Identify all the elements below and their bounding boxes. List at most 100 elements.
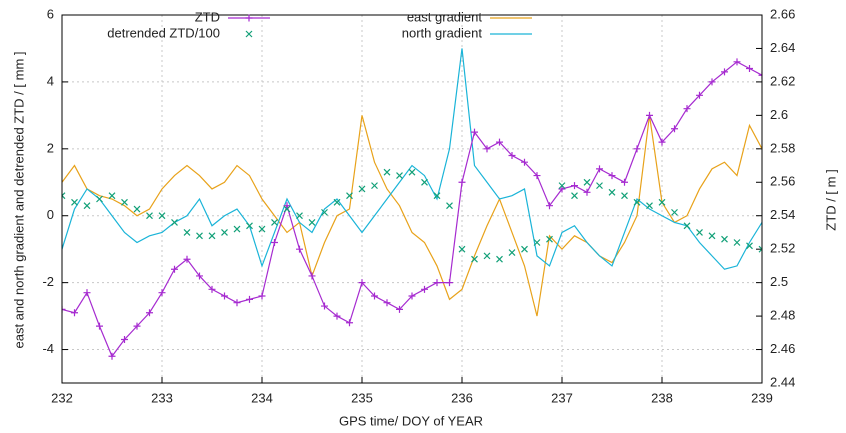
- x-tick-label: 238: [651, 390, 673, 405]
- point: [658, 198, 666, 206]
- point: [696, 91, 703, 99]
- point: [221, 292, 228, 300]
- point: [621, 178, 628, 186]
- point: [571, 182, 578, 190]
- point: [196, 232, 203, 240]
- point: [746, 242, 753, 250]
- series-line: [62, 48, 762, 270]
- point: [408, 292, 416, 300]
- point: [558, 185, 566, 193]
- series: [62, 168, 762, 263]
- legend-label: detrended ZTD/100: [107, 25, 220, 40]
- point: [171, 265, 178, 273]
- point: [671, 125, 678, 133]
- point: [258, 225, 266, 233]
- series: [62, 58, 762, 360]
- point: [233, 299, 241, 307]
- point: [583, 188, 591, 196]
- y2-axis-label: ZTD / [ m ]: [823, 169, 838, 230]
- point: [171, 218, 178, 226]
- point: [158, 289, 166, 297]
- point: [146, 309, 153, 317]
- point: [183, 229, 191, 236]
- y2-tick-label: 2.48: [770, 308, 795, 323]
- point: [446, 202, 453, 210]
- series: [62, 115, 762, 317]
- point: [583, 178, 591, 186]
- point: [571, 192, 578, 200]
- point: [258, 292, 266, 300]
- y2-tick-label: 2.6: [770, 107, 788, 122]
- point: [245, 30, 253, 38]
- legend-label: ZTD: [195, 9, 220, 24]
- point: [96, 195, 103, 203]
- point: [733, 239, 741, 246]
- point: [483, 252, 491, 260]
- point: [346, 319, 353, 327]
- point: [321, 208, 328, 216]
- point: [496, 138, 503, 146]
- y2-tick-label: 2.46: [770, 341, 795, 356]
- point: [133, 322, 141, 330]
- point: [471, 255, 478, 263]
- point: [508, 249, 516, 256]
- point: [308, 272, 316, 280]
- point: [108, 352, 116, 360]
- point: [158, 212, 166, 220]
- point: [733, 58, 741, 66]
- point: [708, 232, 716, 240]
- y2-tick-label: 2.62: [770, 73, 795, 88]
- point: [371, 292, 378, 300]
- point: [396, 305, 403, 313]
- point: [62, 305, 66, 313]
- point: [596, 165, 603, 173]
- point: [496, 255, 503, 263]
- point: [96, 322, 103, 330]
- point: [633, 198, 641, 206]
- point: [696, 229, 703, 236]
- point: [208, 285, 216, 293]
- point: [446, 279, 453, 287]
- point: [71, 309, 78, 317]
- point: [371, 182, 378, 190]
- x-tick-label: 239: [751, 390, 773, 405]
- y-tick-label: 4: [47, 73, 54, 88]
- point: [221, 229, 228, 236]
- point: [233, 225, 241, 233]
- point: [271, 238, 278, 246]
- point: [271, 218, 278, 226]
- y2-tick-label: 2.44: [770, 374, 795, 389]
- point: [396, 172, 403, 180]
- point: [346, 192, 353, 200]
- x-tick-label: 234: [251, 390, 273, 405]
- point: [646, 111, 653, 119]
- point: [508, 152, 516, 160]
- series-line: [62, 61, 762, 358]
- series-line: [62, 115, 762, 317]
- y2-tick-label: 2.64: [770, 40, 795, 55]
- point: [758, 245, 762, 253]
- y-axis-label: east and north gradient and detrended ZT…: [11, 52, 26, 349]
- point: [483, 145, 491, 153]
- point: [296, 212, 303, 220]
- point: [296, 245, 303, 253]
- point: [358, 185, 366, 193]
- point: [721, 68, 728, 76]
- point: [671, 208, 678, 216]
- point: [196, 272, 203, 280]
- point: [533, 172, 541, 180]
- x-axis-label: GPS time/ DOY of YEAR: [339, 413, 483, 428]
- y-tick-label: -4: [42, 341, 54, 356]
- point: [83, 202, 91, 210]
- point: [183, 255, 191, 263]
- y-tick-label: 6: [47, 6, 54, 21]
- series: [62, 48, 762, 270]
- point: [208, 232, 216, 240]
- point: [646, 202, 653, 210]
- y-tick-label: 0: [47, 207, 54, 222]
- y2-tick-label: 2.66: [770, 6, 795, 21]
- point: [596, 182, 603, 190]
- point: [608, 172, 616, 180]
- point: [133, 205, 141, 213]
